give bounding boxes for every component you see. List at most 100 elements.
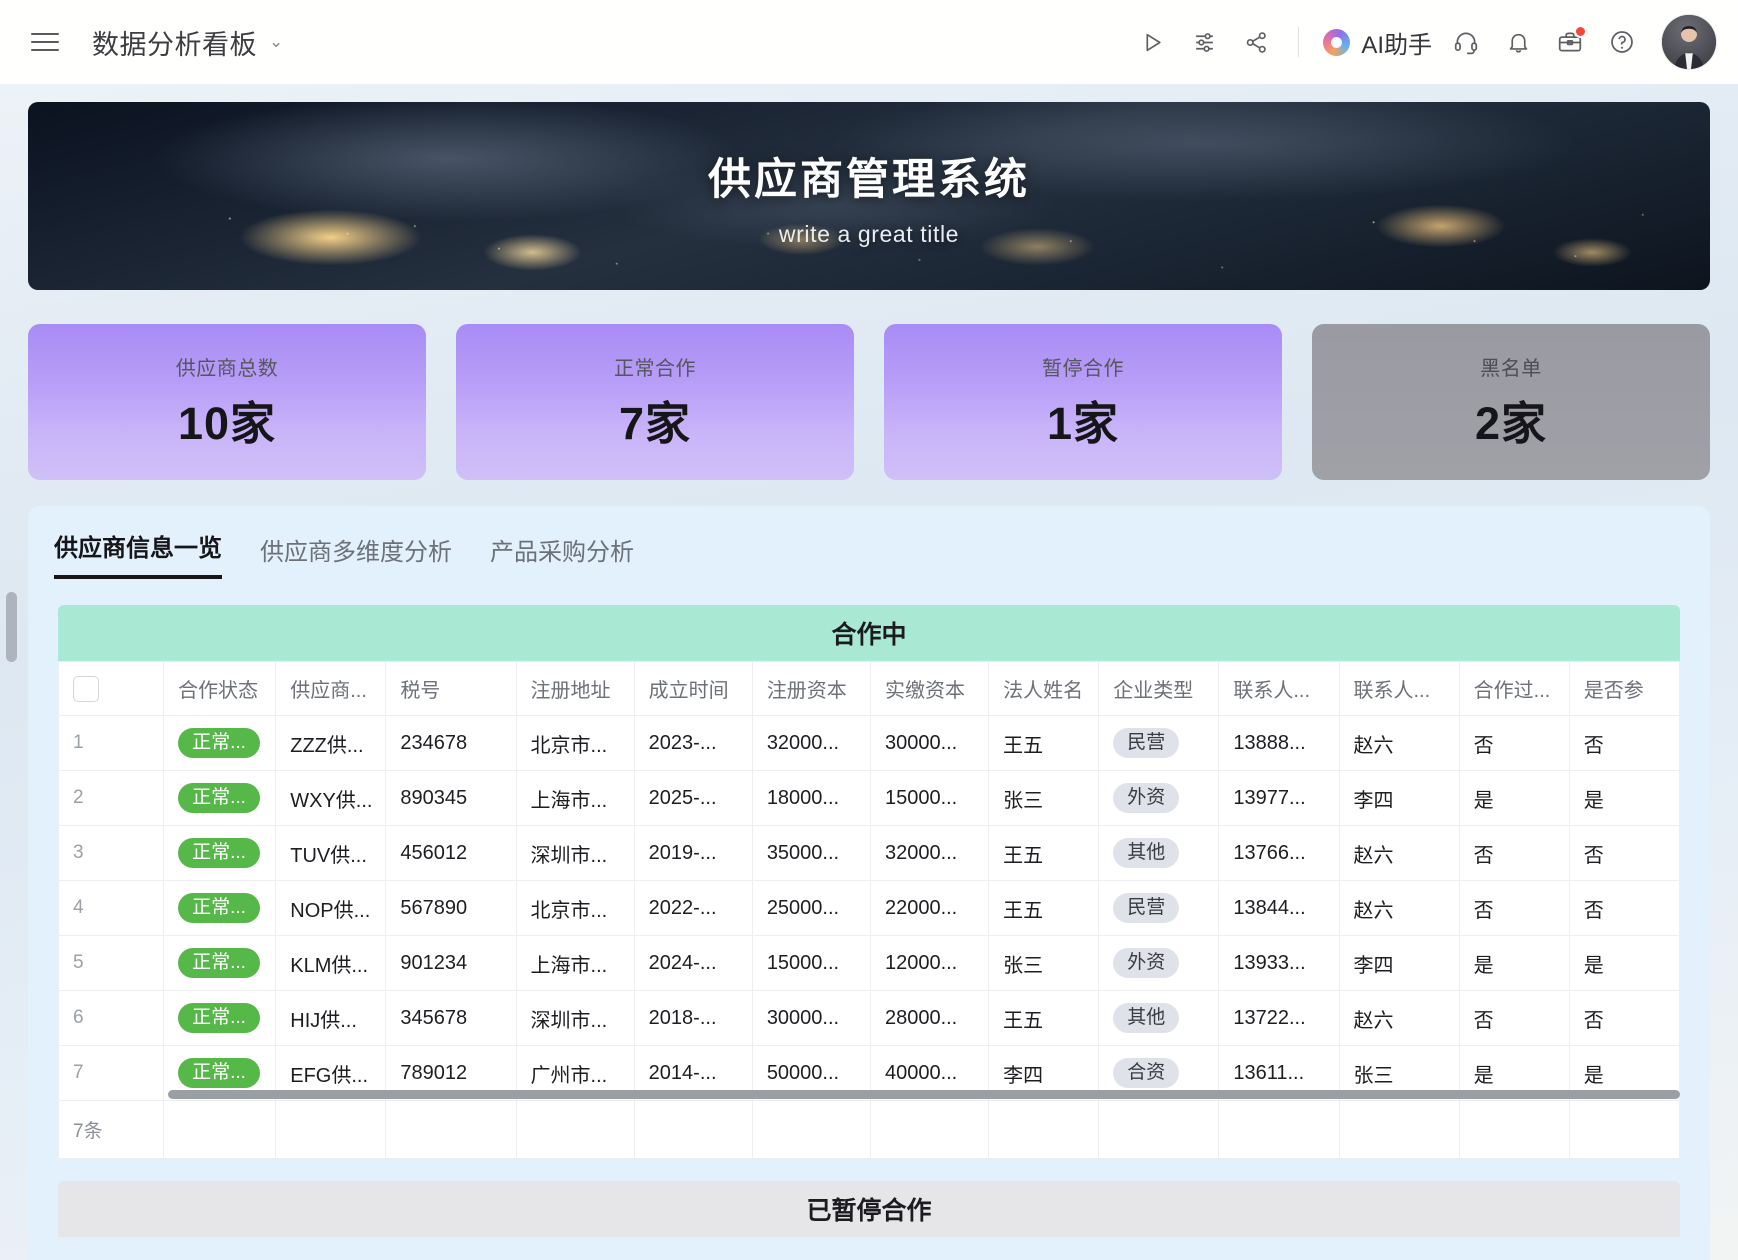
cell-paid-capital: 30000...	[869, 715, 990, 771]
cell-legal-person: 张三	[988, 935, 1100, 991]
col-tax-number[interactable]: 税号	[385, 661, 517, 716]
enterprise-type-badge: 其他	[1113, 837, 1180, 869]
cell-legal-person: 王五	[988, 990, 1100, 1046]
table-row[interactable]: 1 正常... ZZZ供... 234678 北京市... 2023-... 3…	[57, 715, 1681, 771]
briefcase-badge	[1574, 25, 1587, 38]
select-all-checkbox[interactable]	[73, 675, 99, 702]
table-section-title: 合作中	[58, 605, 1680, 661]
tab-product-procurement-analysis[interactable]: 产品采购分析	[490, 539, 634, 566]
run-icon[interactable]	[1126, 16, 1178, 68]
cell-address: 北京市...	[515, 880, 635, 936]
kpi-card-suspended-cooperation[interactable]: 暂停合作 1家	[884, 324, 1282, 480]
cell-legal-person: 张三	[988, 770, 1100, 826]
supplier-table: 合作状态 供应商... 税号 注册地址 成立时间 注册资本 实缴资本 法人姓名 …	[57, 661, 1681, 1159]
cell-contact-phone: 13722...	[1218, 990, 1340, 1046]
col-legal-person[interactable]: 法人姓名	[988, 661, 1100, 716]
kpi-value: 2家	[1474, 398, 1548, 449]
hero-content: 供应商管理系统 write a great title	[28, 102, 1710, 290]
cell-contact-name: 李四	[1338, 770, 1460, 826]
kpi-card-blacklist[interactable]: 黑名单 2家	[1312, 324, 1710, 480]
col-participated[interactable]: 是否参	[1568, 661, 1681, 716]
kpi-card-total-suppliers[interactable]: 供应商总数 10家	[28, 324, 426, 480]
cell-tax: 234678	[385, 715, 517, 771]
col-supplier-name[interactable]: 供应商...	[275, 661, 387, 716]
cell-participated: 是	[1568, 770, 1681, 826]
status-badge: 正常...	[178, 1002, 260, 1034]
enterprise-type-badge: 合资	[1113, 1057, 1180, 1089]
tab-supplier-overview[interactable]: 供应商信息一览	[54, 528, 222, 579]
cell-enterprise-type: 外资	[1098, 935, 1220, 991]
cell-status: 正常...	[163, 715, 277, 771]
cell-paid-capital: 22000...	[869, 880, 990, 936]
kpi-label: 供应商总数	[175, 358, 279, 380]
hero-title: 供应商管理系统	[708, 155, 1030, 204]
cell-enterprise-type: 民营	[1098, 880, 1220, 936]
toolbar-divider	[1298, 27, 1300, 57]
kpi-card-normal-cooperation[interactable]: 正常合作 7家	[456, 324, 854, 480]
table-row[interactable]: 3 正常... TUV供... 456012 深圳市... 2019-... 3…	[57, 825, 1681, 881]
tab-supplier-multidim-analysis[interactable]: 供应商多维度分析	[260, 539, 452, 566]
status-badge: 正常...	[178, 892, 260, 924]
col-contact-phone[interactable]: 联系人...	[1218, 661, 1340, 716]
row-index: 3	[57, 825, 165, 881]
cell-supplier: HIJ供...	[275, 990, 387, 1046]
cell-founded: 2025-...	[633, 770, 753, 826]
cell-tax: 345678	[385, 990, 517, 1046]
kpi-value: 10家	[177, 398, 277, 449]
help-icon[interactable]	[1596, 16, 1648, 68]
chevron-down-icon[interactable]: ⌄	[269, 32, 284, 51]
cell-tax: 890345	[385, 770, 517, 826]
cell-paid-capital: 28000...	[869, 990, 990, 1046]
table-row[interactable]: 4 正常... NOP供... 567890 北京市... 2022-... 2…	[57, 880, 1681, 936]
cell-tax: 567890	[385, 880, 517, 936]
table-row[interactable]: 5 正常... KLM供... 901234 上海市... 2024-... 1…	[57, 935, 1681, 991]
cell-history: 否	[1458, 990, 1570, 1046]
cell-founded: 2022-...	[633, 880, 753, 936]
cell-paid-capital: 15000...	[869, 770, 990, 826]
footer-cell	[1098, 1100, 1220, 1159]
row-index: 1	[57, 715, 165, 771]
headset-icon[interactable]	[1440, 16, 1492, 68]
cell-history: 是	[1458, 935, 1570, 991]
cell-founded: 2023-...	[633, 715, 753, 771]
cell-legal-person: 王五	[988, 880, 1100, 936]
settings-sliders-icon[interactable]	[1178, 16, 1230, 68]
bell-icon[interactable]	[1492, 16, 1544, 68]
cell-paid-capital: 32000...	[869, 825, 990, 881]
cell-enterprise-type: 其他	[1098, 990, 1220, 1046]
cell-tax: 901234	[385, 935, 517, 991]
col-founding-date[interactable]: 成立时间	[633, 661, 753, 716]
dashboard-canvas: 供应商管理系统 write a great title 供应商总数 10家 正常…	[0, 84, 1738, 1260]
status-badge: 正常...	[178, 782, 260, 814]
table-row[interactable]: 6 正常... HIJ供... 345678 深圳市... 2018-... 3…	[57, 990, 1681, 1046]
footer-cell	[275, 1100, 387, 1159]
cell-contact-name: 赵六	[1338, 715, 1460, 771]
cell-status: 正常...	[163, 825, 277, 881]
cell-enterprise-type: 其他	[1098, 825, 1220, 881]
col-cooperation-history[interactable]: 合作过...	[1458, 661, 1570, 716]
col-registered-address[interactable]: 注册地址	[515, 661, 635, 716]
row-index: 4	[57, 880, 165, 936]
page-title: 数据分析看板	[92, 29, 257, 60]
hero-banner: 供应商管理系统 write a great title	[28, 102, 1710, 290]
hamburger-icon[interactable]	[28, 25, 62, 59]
ai-assistant-button[interactable]: AI助手	[1315, 25, 1440, 60]
share-icon[interactable]	[1230, 16, 1282, 68]
kpi-value: 7家	[618, 398, 692, 449]
horizontal-scrollbar[interactable]	[168, 1090, 1680, 1099]
col-status[interactable]: 合作状态	[163, 661, 277, 716]
cell-address: 上海市...	[515, 935, 635, 991]
ai-assistant-label: AI助手	[1361, 31, 1432, 59]
cell-contact-name: 赵六	[1338, 880, 1460, 936]
col-contact-name[interactable]: 联系人...	[1338, 661, 1460, 716]
user-avatar[interactable]	[1662, 15, 1716, 69]
col-paid-in-capital[interactable]: 实缴资本	[869, 661, 990, 716]
cell-status: 正常...	[163, 770, 277, 826]
col-enterprise-type[interactable]: 企业类型	[1098, 661, 1220, 716]
col-registered-capital[interactable]: 注册资本	[751, 661, 871, 716]
select-all-cell[interactable]	[57, 661, 165, 716]
cell-participated: 否	[1568, 825, 1681, 881]
briefcase-icon[interactable]	[1544, 16, 1596, 68]
vertical-scrollbar[interactable]	[6, 592, 17, 662]
table-row[interactable]: 2 正常... WXY供... 890345 上海市... 2025-... 1…	[57, 770, 1681, 826]
